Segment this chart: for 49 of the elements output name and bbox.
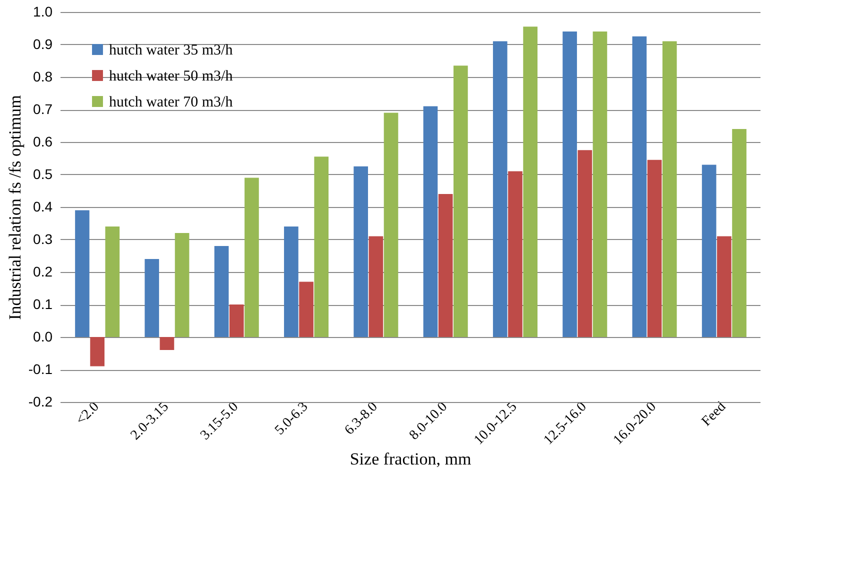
legend-label: hutch water 35 m3/h bbox=[109, 42, 234, 58]
bar bbox=[368, 236, 384, 337]
legend-label: hutch water 50 m3/h bbox=[109, 68, 234, 84]
bar bbox=[702, 164, 716, 337]
x-axis-title: Size fraction, mm bbox=[350, 449, 472, 468]
y-tick-label: 0.1 bbox=[33, 296, 53, 312]
bar bbox=[299, 282, 314, 337]
y-tick-label: 0.2 bbox=[33, 264, 53, 280]
bar bbox=[562, 32, 577, 337]
bar bbox=[662, 41, 677, 337]
bar bbox=[578, 150, 592, 337]
y-tick-label: -0.1 bbox=[28, 361, 53, 377]
bar bbox=[174, 233, 190, 337]
bar bbox=[592, 32, 608, 337]
bar bbox=[717, 236, 732, 337]
y-tick-label: 0.4 bbox=[33, 198, 53, 214]
y-tick-label: 1.0 bbox=[33, 4, 53, 20]
bar bbox=[244, 178, 259, 337]
bar bbox=[354, 166, 368, 337]
bar bbox=[384, 112, 398, 337]
y-tick-label: -0.2 bbox=[28, 394, 53, 410]
bar bbox=[229, 304, 244, 337]
bar bbox=[284, 226, 298, 337]
bar bbox=[647, 160, 662, 337]
x-tick-label: <2.0 bbox=[74, 400, 102, 428]
y-tick-label: 0.5 bbox=[33, 166, 53, 182]
bar bbox=[523, 26, 538, 337]
y-tick-label: 0.6 bbox=[33, 134, 53, 150]
bar bbox=[90, 337, 104, 366]
y-tick-label: 0.7 bbox=[33, 101, 53, 117]
y-axis-title: Industrial relation fs /fs optimum bbox=[5, 95, 24, 320]
bar bbox=[423, 106, 438, 337]
legend-label: hutch water 70 m3/h bbox=[109, 94, 234, 110]
y-tick-label: 0.0 bbox=[33, 328, 53, 344]
bar bbox=[144, 259, 160, 337]
bar bbox=[492, 41, 508, 337]
bar bbox=[438, 194, 453, 337]
bar bbox=[105, 226, 120, 337]
bar bbox=[632, 36, 647, 337]
bar bbox=[508, 171, 522, 337]
bar bbox=[314, 156, 329, 337]
bar bbox=[732, 129, 746, 337]
y-tick-label: 0.3 bbox=[33, 231, 53, 247]
bar bbox=[160, 337, 174, 350]
y-tick-label: 0.9 bbox=[33, 36, 53, 52]
y-tick-label: 0.8 bbox=[33, 68, 53, 84]
bar bbox=[75, 210, 90, 337]
bar bbox=[454, 66, 468, 337]
bar bbox=[214, 246, 229, 337]
